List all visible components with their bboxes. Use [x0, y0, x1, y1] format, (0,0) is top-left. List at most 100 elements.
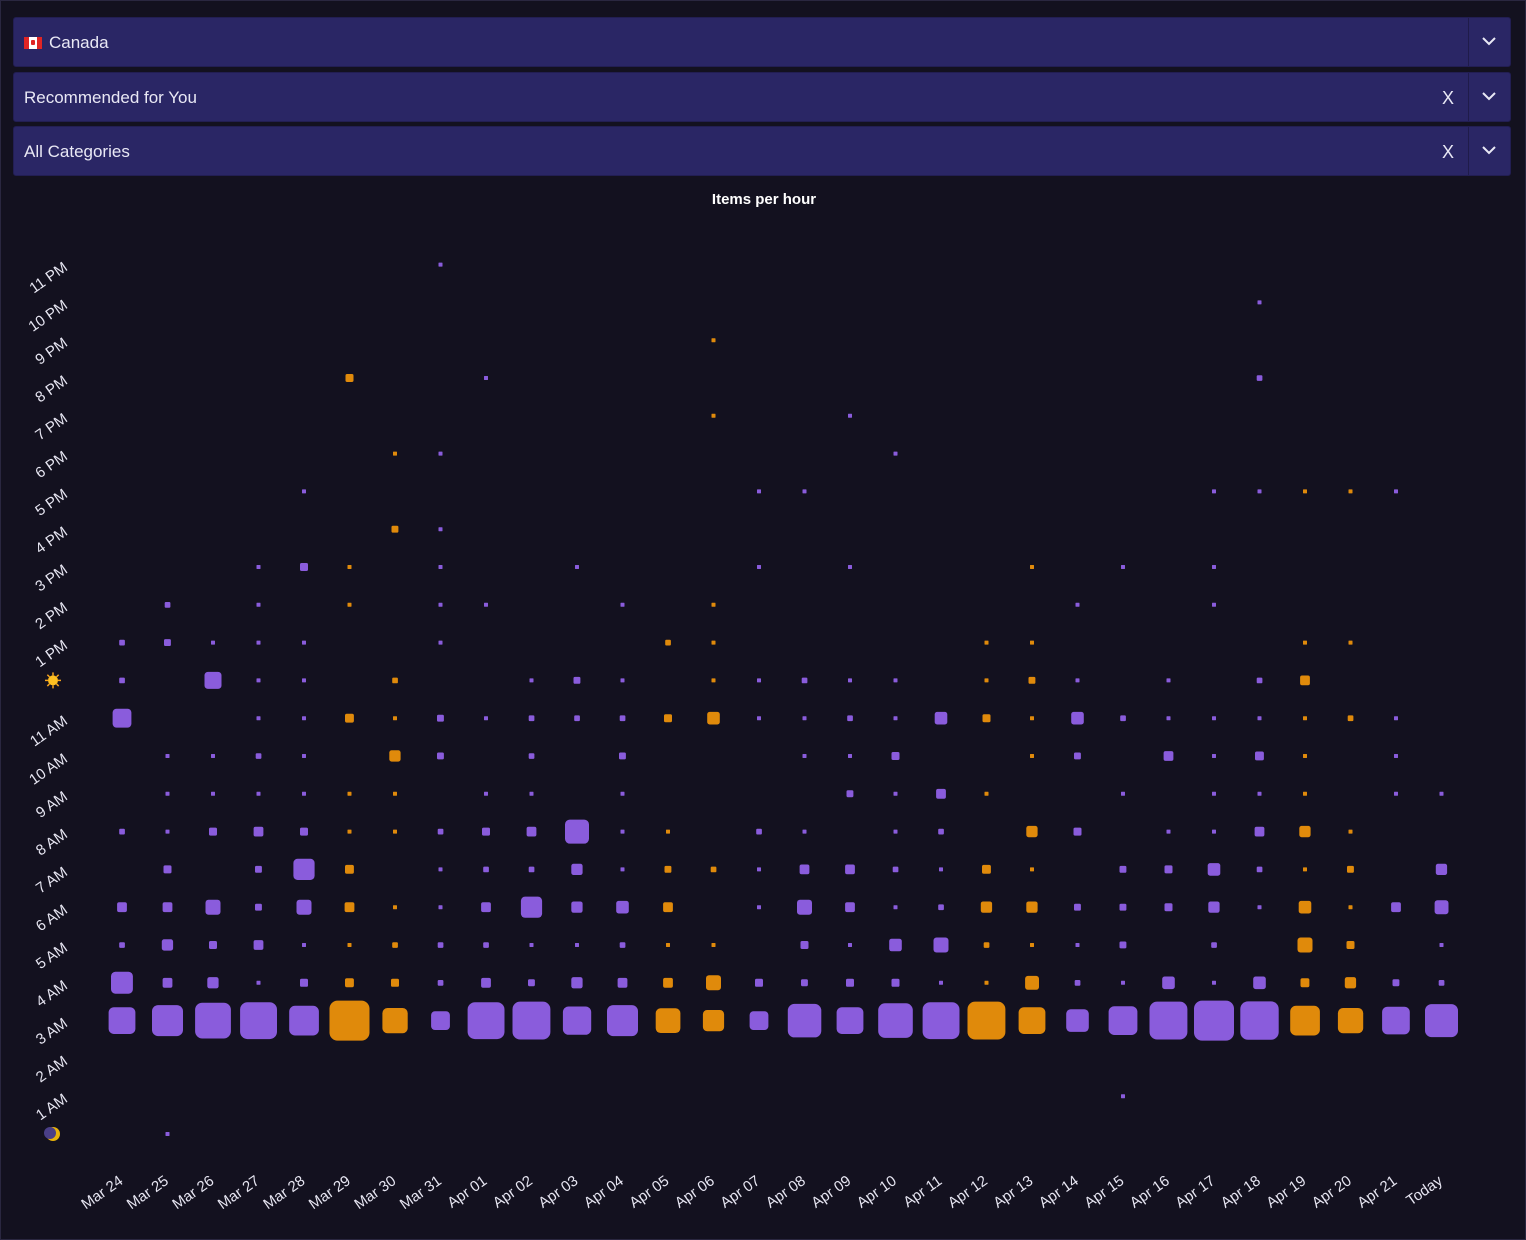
marker-mar-24-11-am[interactable]: [112, 708, 132, 728]
marker-apr-09-5-am[interactable]: [848, 943, 852, 947]
marker-apr-08-noon[interactable]: [801, 677, 808, 684]
marker-mar-31-6-am[interactable]: [438, 905, 443, 910]
marker-today-6-am[interactable]: [1434, 900, 1449, 915]
marker-mar-29-2-pm[interactable]: [347, 602, 352, 607]
marker-apr-03-3-am[interactable]: [562, 1006, 592, 1035]
marker-apr-10-7-am[interactable]: [892, 866, 899, 873]
marker-apr-04-2-pm[interactable]: [620, 602, 625, 607]
marker-apr-10-9-am[interactable]: [893, 791, 898, 796]
marker-apr-06-7-pm[interactable]: [711, 413, 716, 418]
marker-apr-02-11-am[interactable]: [528, 715, 535, 722]
marker-mar-28-10-am[interactable]: [302, 754, 306, 758]
marker-apr-14-8-am[interactable]: [1073, 827, 1082, 836]
marker-mar-31-6-pm[interactable]: [438, 451, 443, 456]
marker-apr-14-2-pm[interactable]: [1075, 602, 1080, 607]
marker-apr-20-5-am[interactable]: [1346, 941, 1355, 949]
marker-today-5-am[interactable]: [1439, 943, 1444, 947]
marker-apr-05-1-pm[interactable]: [665, 639, 671, 646]
marker-mar-31-10-am[interactable]: [437, 752, 444, 760]
marker-apr-02-3-am[interactable]: [512, 1001, 551, 1040]
marker-apr-03-3-pm[interactable]: [575, 565, 579, 569]
marker-mar-30-8-am[interactable]: [393, 829, 397, 834]
marker-mar-28-11-am[interactable]: [302, 716, 306, 721]
marker-mar-26-6-am[interactable]: [205, 899, 221, 915]
marker-apr-14-4-am[interactable]: [1074, 980, 1081, 986]
marker-apr-07-11-am[interactable]: [757, 716, 761, 721]
marker-mar-28-5-pm[interactable]: [302, 489, 306, 494]
marker-mar-27-7-am[interactable]: [255, 865, 262, 873]
marker-apr-08-10-am[interactable]: [802, 754, 807, 758]
marker-mar-27-10-am[interactable]: [255, 753, 262, 759]
marker-apr-19-10-am[interactable]: [1303, 754, 1307, 758]
chevron-down-icon[interactable]: [1469, 127, 1510, 175]
marker-apr-18-10-pm[interactable]: [1257, 300, 1262, 305]
marker-apr-06-7-am[interactable]: [710, 866, 717, 873]
marker-apr-05-5-am[interactable]: [666, 943, 670, 947]
marker-mar-30-11-am[interactable]: [393, 716, 397, 721]
marker-apr-12-4-am[interactable]: [984, 980, 989, 985]
marker-apr-19-5-pm[interactable]: [1303, 489, 1307, 494]
marker-apr-17-5-am[interactable]: [1211, 942, 1217, 948]
marker-mar-25-6-am[interactable]: [162, 902, 173, 913]
marker-apr-09-9-am[interactable]: [846, 790, 854, 798]
marker-apr-03-noon[interactable]: [573, 676, 581, 684]
marker-apr-15-5-am[interactable]: [1119, 941, 1127, 949]
marker-apr-04-7-am[interactable]: [620, 867, 625, 872]
marker-apr-14-10-am[interactable]: [1074, 752, 1081, 760]
marker-apr-03-7-am[interactable]: [571, 863, 583, 875]
marker-apr-19-4-am[interactable]: [1300, 978, 1310, 988]
marker-apr-11-11-am[interactable]: [934, 711, 948, 725]
marker-apr-04-5-am[interactable]: [619, 942, 626, 948]
marker-apr-03-5-am[interactable]: [575, 943, 579, 947]
marker-apr-04-8-am[interactable]: [620, 829, 625, 834]
marker-apr-10-5-am[interactable]: [889, 938, 902, 952]
marker-today-3-am[interactable]: [1425, 1004, 1458, 1038]
marker-apr-19-3-am[interactable]: [1290, 1005, 1320, 1036]
marker-mar-31-3-pm[interactable]: [438, 565, 443, 569]
marker-mar-24-noon[interactable]: [119, 677, 125, 684]
marker-apr-06-9-pm[interactable]: [711, 338, 716, 343]
marker-apr-20-7-am[interactable]: [1347, 865, 1354, 873]
marker-apr-11-8-am[interactable]: [938, 828, 944, 835]
marker-apr-15-6-am[interactable]: [1119, 903, 1127, 911]
marker-mar-29-3-am[interactable]: [329, 1000, 370, 1041]
marker-apr-09-10-am[interactable]: [848, 754, 852, 758]
marker-apr-14-3-am[interactable]: [1066, 1009, 1089, 1032]
marker-apr-01-7-am[interactable]: [483, 866, 489, 873]
marker-apr-07-5-pm[interactable]: [757, 489, 761, 494]
marker-mar-31-3-am[interactable]: [431, 1011, 450, 1030]
marker-apr-01-8-pm[interactable]: [484, 376, 488, 380]
marker-apr-09-7-pm[interactable]: [848, 413, 852, 418]
clear-feed-button[interactable]: X: [1441, 88, 1454, 108]
marker-apr-18-9-am[interactable]: [1257, 791, 1262, 796]
marker-apr-17-4-am[interactable]: [1212, 980, 1216, 985]
marker-apr-06-noon[interactable]: [711, 678, 716, 683]
marker-mar-30-4-pm[interactable]: [391, 525, 399, 533]
marker-apr-16-3-am[interactable]: [1149, 1001, 1188, 1040]
marker-apr-21-10-am[interactable]: [1394, 754, 1398, 758]
marker-apr-01-9-am[interactable]: [484, 791, 488, 796]
marker-apr-12-6-am[interactable]: [980, 901, 993, 913]
marker-apr-13-11-am[interactable]: [1030, 716, 1034, 721]
marker-apr-17-3-am[interactable]: [1194, 1000, 1234, 1041]
marker-apr-21-11-am[interactable]: [1394, 716, 1398, 721]
chevron-down-icon[interactable]: [1469, 73, 1510, 121]
marker-apr-21-5-pm[interactable]: [1394, 489, 1398, 494]
marker-apr-16-6-am[interactable]: [1164, 903, 1173, 912]
marker-mar-28-4-am[interactable]: [300, 978, 308, 987]
marker-apr-18-11-am[interactable]: [1257, 716, 1262, 721]
marker-mar-29-8-pm[interactable]: [345, 374, 354, 382]
marker-apr-02-6-am[interactable]: [520, 896, 543, 918]
marker-mar-27-3-am[interactable]: [240, 1002, 277, 1040]
marker-apr-09-4-am[interactable]: [846, 978, 854, 987]
marker-apr-04-3-am[interactable]: [607, 1005, 638, 1037]
marker-mar-28-5-am[interactable]: [302, 943, 306, 947]
marker-apr-02-8-am[interactable]: [526, 826, 537, 837]
country-select[interactable]: Canada: [13, 17, 1511, 67]
marker-apr-18-7-am[interactable]: [1256, 866, 1263, 873]
marker-apr-21-4-am[interactable]: [1392, 979, 1400, 987]
marker-apr-07-4-am[interactable]: [755, 978, 763, 987]
marker-mar-31-11-am[interactable]: [437, 714, 444, 722]
marker-apr-19-7-am[interactable]: [1303, 867, 1307, 872]
marker-apr-04-6-am[interactable]: [616, 900, 629, 914]
